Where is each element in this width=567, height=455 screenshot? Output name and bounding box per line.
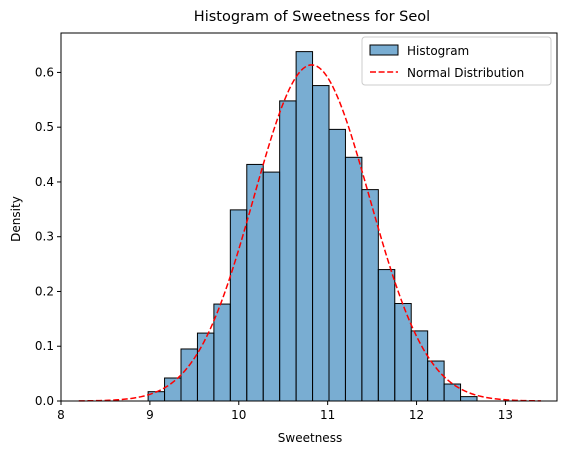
x-tick-label: 11 [320,408,335,422]
y-tick-label: 0.5 [35,120,54,134]
y-axis-ticks: 0.0 0.1 0.2 0.3 0.4 0.5 0.6 [35,65,61,408]
y-tick-label: 0.4 [35,175,54,189]
x-tick-label: 10 [231,408,246,422]
y-tick-label: 0.2 [35,284,54,298]
chart-title: Histogram of Sweetness for Seol [194,9,430,25]
histogram-bar [377,269,396,402]
y-tick-label: 0.3 [35,230,54,244]
histogram-bar [229,209,248,402]
histogram-bar [427,360,445,402]
x-axis-label: Sweetness [278,431,342,445]
histogram-bar [262,171,281,402]
x-tick-label: 13 [498,408,513,422]
histogram-bars [147,51,478,402]
legend-histogram-label: Histogram [407,44,469,58]
histogram-bar [295,51,314,402]
normal-distribution-curve [78,64,542,402]
y-tick-label: 0.1 [35,339,54,353]
histogram-bar [328,128,346,402]
legend-box [361,36,552,86]
x-tick-label: 9 [146,408,154,422]
histogram-bar [312,85,330,402]
histogram-bar [147,391,166,402]
histogram-bar [460,396,478,402]
x-tick-label: 12 [409,408,424,422]
legend-normal-label: Normal Distribution [407,66,524,80]
histogram-bar [443,383,462,402]
y-tick-label: 0.6 [35,65,54,79]
histogram-bar [279,100,297,402]
histogram-bar [344,156,363,402]
legend: Histogram Normal Distribution [361,36,552,86]
histogram-bar [196,332,215,402]
histogram-bar [213,303,231,402]
y-tick-label: 0.0 [35,394,54,408]
histogram-bar [246,163,264,402]
x-tick-label: 8 [57,408,65,422]
x-axis-ticks: 8 9 10 11 12 13 [57,401,513,422]
legend-histogram-swatch [369,44,399,56]
y-axis-label: Density [9,196,23,242]
plot-frame [60,32,558,402]
